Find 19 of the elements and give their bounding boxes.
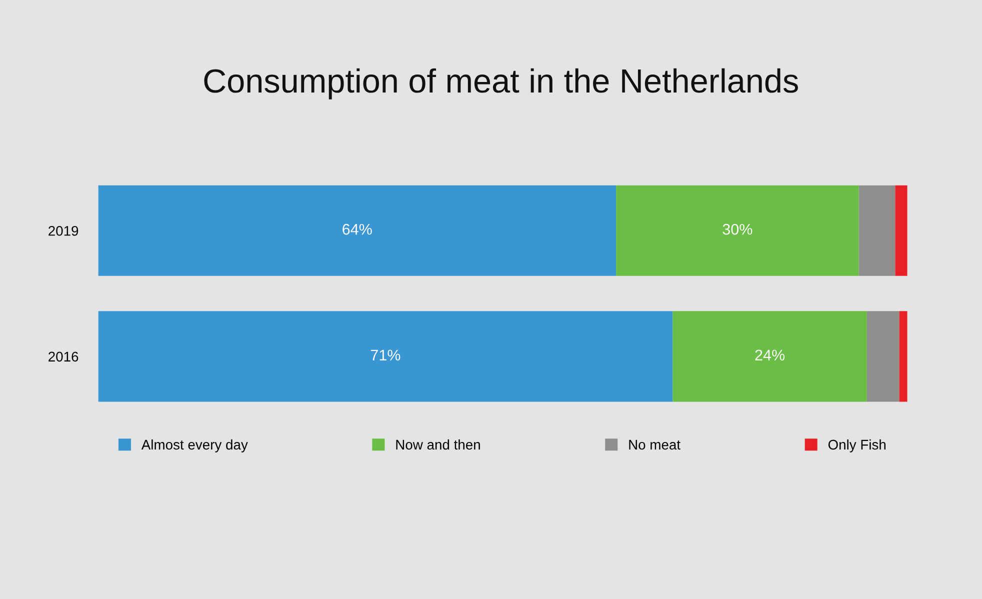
legend-label: No meat [629,440,680,450]
data-label: 24% [755,350,785,360]
bar [98,311,673,402]
bar [895,185,908,276]
legend-label: Only Fish [828,439,886,452]
data-label: 64% [342,224,372,235]
legend-label: Almost every day [141,439,248,452]
y-tick-label: 2016 [48,352,78,362]
bar [858,185,896,276]
y-tick-label: 2019 [48,226,78,236]
bar [616,185,859,276]
bar [866,311,900,402]
legend-label: Now and then [396,439,480,450]
data-label: 71% [370,350,400,360]
bar [899,311,908,402]
chart-title: Consumption of meat in the Netherlands [204,68,798,100]
bar [98,185,616,276]
bar [672,311,867,402]
data-label: 30% [722,224,752,235]
